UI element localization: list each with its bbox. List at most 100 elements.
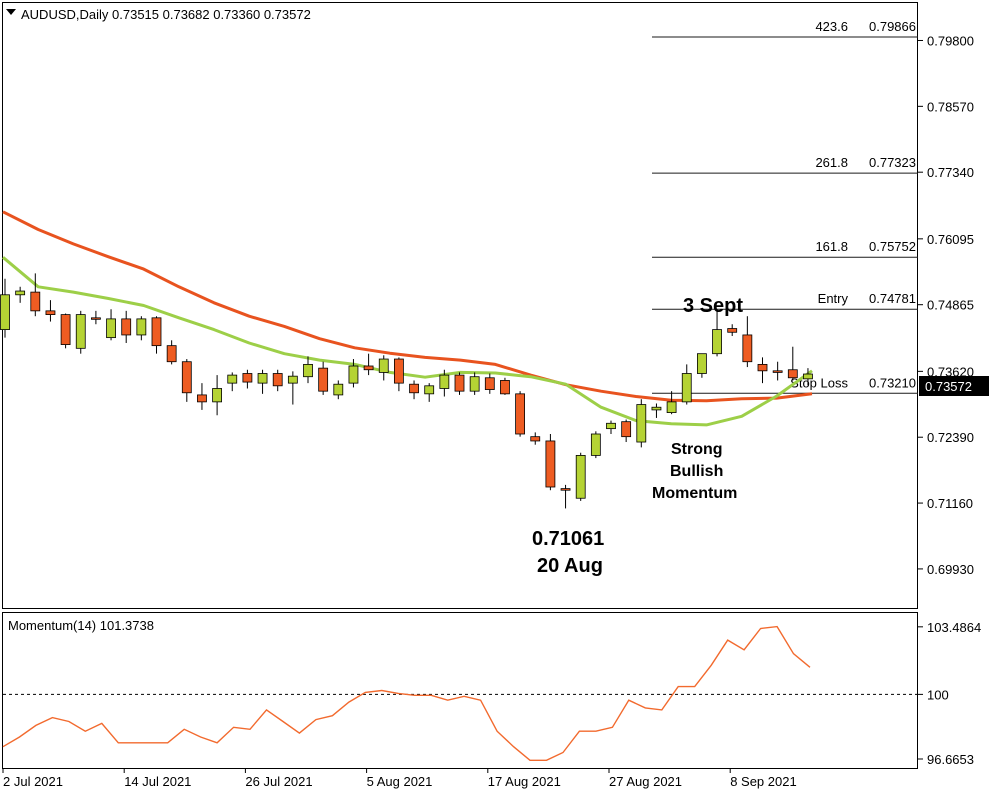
candle-bear bbox=[727, 328, 738, 333]
candle-bear bbox=[515, 393, 525, 435]
candle-bull bbox=[15, 290, 26, 296]
low-price-annotation: 0.71061 bbox=[532, 528, 604, 550]
candle-bear bbox=[121, 318, 132, 336]
candle-bear bbox=[393, 358, 404, 384]
candle-bull bbox=[424, 385, 435, 395]
price-tick-label: 0.79800 bbox=[927, 33, 974, 48]
candle-bull bbox=[348, 365, 359, 384]
momentum-header: Momentum(14) 101.3738 bbox=[8, 618, 154, 633]
candle-bull bbox=[575, 455, 586, 499]
price-tick-label: 0.77340 bbox=[927, 165, 974, 180]
candle-bull bbox=[697, 353, 707, 374]
candle-bull bbox=[333, 383, 344, 396]
candle-bear bbox=[742, 334, 753, 363]
candle-bear bbox=[272, 373, 283, 387]
momentum-tick-label: 96.6653 bbox=[927, 752, 974, 767]
level-name: 261.8 bbox=[815, 155, 848, 170]
chart-menu-triangle-icon[interactable] bbox=[6, 9, 16, 15]
candle-bear bbox=[530, 436, 541, 442]
time-tick-label: 17 Aug 2021 bbox=[488, 774, 561, 789]
candle-bull bbox=[378, 358, 389, 373]
momentum-series: 103.4864 100 96.6653 bbox=[2, 620, 981, 767]
fib-levels: 423.6 0.79866 261.8 0.77323 161.8 0.75752 Entr… bbox=[652, 19, 918, 394]
level-name: 423.6 bbox=[815, 19, 848, 34]
candle-bear bbox=[91, 317, 101, 320]
momentum-tick-label: 103.4864 bbox=[927, 620, 981, 635]
candle-bull bbox=[469, 376, 480, 392]
candle-bull bbox=[681, 373, 692, 403]
candlesticks bbox=[0, 273, 813, 509]
level-price: 0.74781 bbox=[869, 291, 916, 306]
candle-bear bbox=[454, 374, 465, 392]
price-tick-label: 0.76095 bbox=[927, 232, 974, 247]
price-tick-label: 0.73620 bbox=[927, 364, 974, 379]
candle-bull bbox=[136, 318, 147, 336]
candle-bull bbox=[257, 373, 268, 384]
level-price: 0.77323 bbox=[869, 155, 916, 170]
level-price: 0.73210 bbox=[869, 375, 916, 390]
level-name: Entry bbox=[818, 291, 849, 306]
candle-bear bbox=[409, 383, 419, 394]
candle-bear bbox=[484, 377, 495, 390]
candle-bear bbox=[772, 370, 783, 373]
time-tick-label: 27 Aug 2021 bbox=[609, 774, 682, 789]
level-name: Stop Loss bbox=[790, 375, 848, 390]
candle-bear bbox=[30, 291, 41, 312]
time-tick-label: 5 Aug 2021 bbox=[367, 774, 433, 789]
candle-bear bbox=[45, 310, 56, 316]
current-price-label: 0.73572 bbox=[925, 379, 972, 394]
level-price: 0.75752 bbox=[869, 239, 916, 254]
candle-bear bbox=[318, 367, 329, 392]
candle-bull bbox=[0, 294, 10, 330]
candle-bull bbox=[287, 375, 298, 384]
candle-bull bbox=[75, 314, 86, 349]
candle-bull bbox=[590, 433, 601, 456]
candle-bull bbox=[651, 406, 662, 411]
price-axis: 0.79800 0.78570 0.77340 0.76095 0.74865 0.736… bbox=[918, 33, 974, 577]
candle-bear bbox=[242, 373, 253, 383]
candle-bear bbox=[60, 314, 71, 345]
candle-bull bbox=[666, 401, 677, 413]
time-tick-label: 8 Sep 2021 bbox=[730, 774, 797, 789]
candle-bull bbox=[606, 422, 616, 430]
candle-bull bbox=[439, 374, 450, 389]
price-tick-label: 0.74865 bbox=[927, 298, 974, 313]
level-name: 161.8 bbox=[815, 239, 848, 254]
level-price: 0.79866 bbox=[869, 19, 916, 34]
price-tick-label: 0.71160 bbox=[927, 496, 973, 511]
momentum-note-line3: Momentum bbox=[652, 485, 737, 502]
candle-bear bbox=[757, 363, 768, 372]
current-price-tag: 0.73572 bbox=[919, 376, 989, 396]
time-tick-label: 2 Jul 2021 bbox=[3, 774, 63, 789]
high-date-annotation: 3 Sept bbox=[683, 295, 743, 317]
candle-bull bbox=[712, 329, 722, 355]
momentum-note-line2: Bullish bbox=[670, 463, 723, 480]
momentum-panel-frame bbox=[2, 612, 918, 769]
momentum-line bbox=[2, 625, 811, 761]
candle-bear bbox=[560, 488, 571, 491]
candle-bear bbox=[181, 361, 192, 394]
low-date-annotation: 20 Aug bbox=[537, 555, 603, 577]
candle-bull bbox=[803, 373, 813, 380]
candle-bear bbox=[545, 440, 556, 488]
time-tick-label: 26 Jul 2021 bbox=[245, 774, 312, 789]
symbol-header: AUDUSD,Daily 0.73515 0.73682 0.73360 0.7… bbox=[21, 7, 311, 22]
candle-bear bbox=[500, 380, 510, 395]
candle-bull bbox=[636, 404, 647, 443]
candle-bear bbox=[621, 421, 632, 438]
candle-bear bbox=[197, 394, 207, 403]
candle-bull bbox=[212, 388, 223, 403]
candle-bear bbox=[166, 345, 177, 363]
momentum-note-line1: Strong bbox=[671, 441, 723, 458]
candle-bull bbox=[106, 318, 116, 339]
candle-bull bbox=[227, 374, 238, 384]
ma-fast-line bbox=[2, 256, 813, 427]
price-tick-label: 0.69930 bbox=[927, 562, 974, 577]
candle-bear bbox=[363, 365, 374, 371]
price-tick-label: 0.78570 bbox=[927, 99, 974, 114]
ma-slow-line bbox=[2, 210, 813, 403]
candle-bull bbox=[303, 363, 313, 378]
time-axis: 2 Jul 2021 14 Jul 2021 26 Jul 2021 5 Aug 20… bbox=[2, 768, 797, 789]
moving-averages bbox=[2, 210, 813, 427]
